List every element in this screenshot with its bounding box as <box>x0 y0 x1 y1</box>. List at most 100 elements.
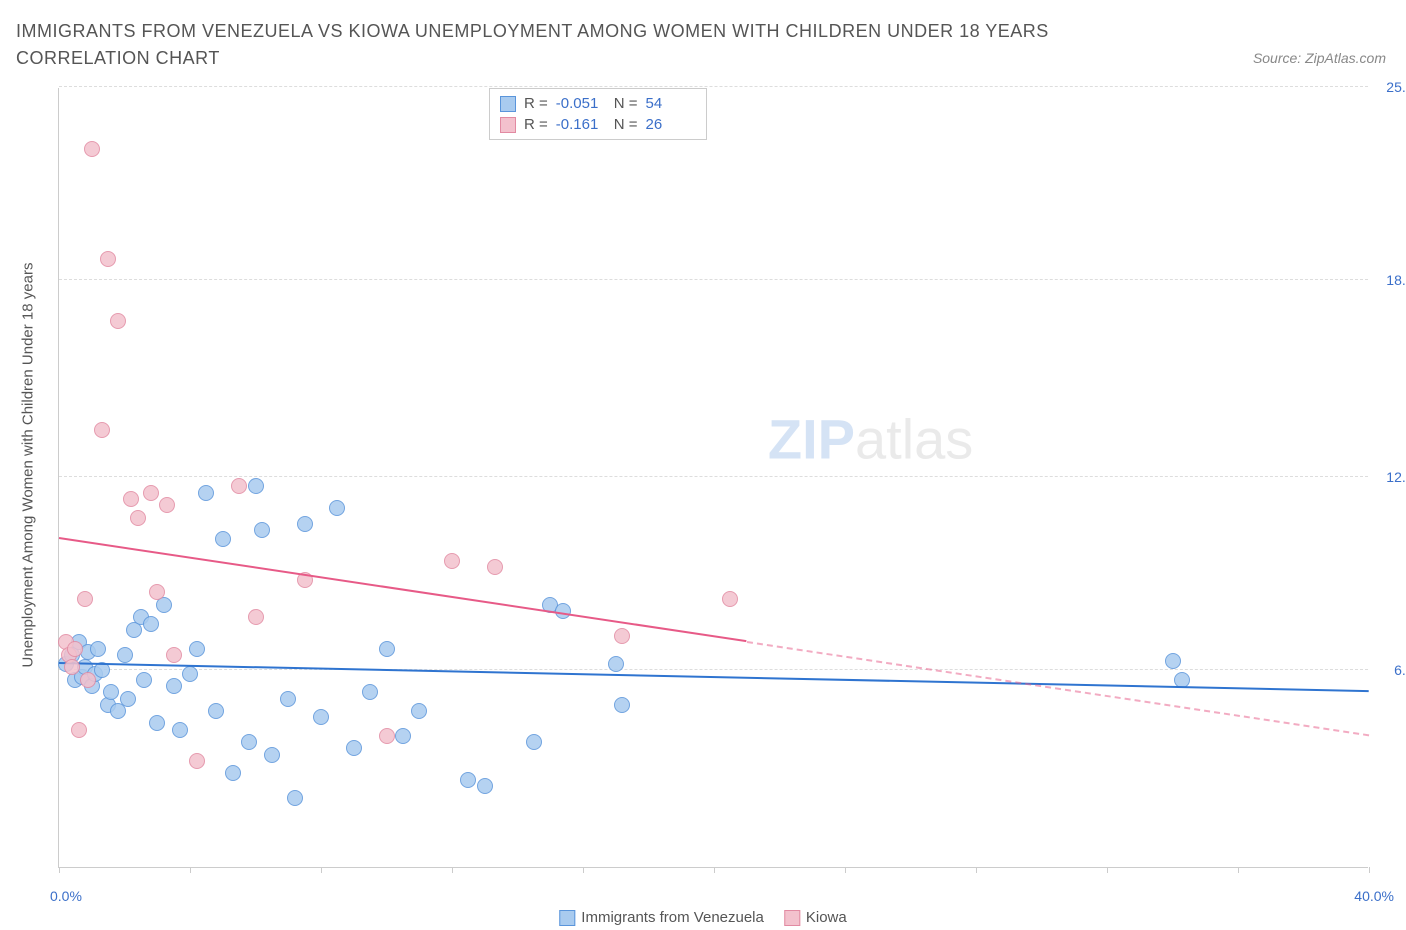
scatter-point <box>248 478 264 494</box>
stats-r-label: R = <box>524 95 548 112</box>
legend-item: Immigrants from Venezuela <box>559 909 764 926</box>
stats-r-label: R = <box>524 116 548 133</box>
scatter-point <box>231 478 247 494</box>
scatter-point <box>117 647 133 663</box>
scatter-point <box>362 684 378 700</box>
x-tick <box>321 867 322 873</box>
scatter-point <box>198 485 214 501</box>
scatter-point <box>143 616 159 632</box>
scatter-point <box>264 747 280 763</box>
scatter-point <box>120 691 136 707</box>
y-tick-label: 6.3% <box>1376 662 1406 678</box>
scatter-point <box>172 722 188 738</box>
scatter-point <box>608 656 624 672</box>
scatter-point <box>166 647 182 663</box>
scatter-point <box>460 772 476 788</box>
y-axis-label: Unemployment Among Women with Children U… <box>20 263 37 668</box>
scatter-point <box>100 251 116 267</box>
x-tick <box>190 867 191 873</box>
scatter-point <box>444 553 460 569</box>
scatter-point <box>80 672 96 688</box>
scatter-point <box>248 609 264 625</box>
scatter-point <box>379 728 395 744</box>
scatter-point <box>280 691 296 707</box>
scatter-point <box>149 715 165 731</box>
scatter-point <box>329 500 345 516</box>
legend-item: Kiowa <box>784 909 847 926</box>
gridline <box>59 279 1368 280</box>
scatter-point <box>136 672 152 688</box>
chart-plot-area: ZIPatlas R = -0.051 N = 54 R = -0.161 N … <box>58 88 1368 868</box>
scatter-point <box>159 497 175 513</box>
stats-n-value-2: 26 <box>646 116 696 133</box>
legend-label-2: Kiowa <box>806 909 847 926</box>
scatter-point <box>90 641 106 657</box>
scatter-point <box>241 734 257 750</box>
scatter-point <box>166 678 182 694</box>
x-tick <box>1107 867 1108 873</box>
scatter-point <box>123 491 139 507</box>
scatter-point <box>411 703 427 719</box>
x-tick <box>59 867 60 873</box>
scatter-point <box>346 740 362 756</box>
x-tick <box>714 867 715 873</box>
swatch-series2-icon <box>784 910 800 926</box>
scatter-point <box>487 559 503 575</box>
legend-label-1: Immigrants from Venezuela <box>581 909 764 926</box>
chart-title: IMMIGRANTS FROM VENEZUELA VS KIOWA UNEMP… <box>16 18 1116 72</box>
scatter-point <box>143 485 159 501</box>
swatch-series1 <box>500 96 516 112</box>
scatter-point <box>103 684 119 700</box>
scatter-point <box>130 510 146 526</box>
scatter-point <box>379 641 395 657</box>
y-tick-label: 18.8% <box>1376 272 1406 288</box>
scatter-point <box>215 531 231 547</box>
scatter-point <box>722 591 738 607</box>
scatter-point <box>84 141 100 157</box>
scatter-point <box>71 722 87 738</box>
scatter-point <box>110 313 126 329</box>
gridline <box>59 669 1368 670</box>
scatter-point <box>189 753 205 769</box>
scatter-point <box>313 709 329 725</box>
stats-n-label: N = <box>614 116 638 133</box>
scatter-point <box>297 516 313 532</box>
x-tick <box>1238 867 1239 873</box>
scatter-point <box>189 641 205 657</box>
stats-r-value-1: -0.051 <box>556 95 606 112</box>
scatter-point <box>614 628 630 644</box>
scatter-point <box>67 641 83 657</box>
scatter-point <box>1165 653 1181 669</box>
x-axis-max-label: 40.0% <box>1354 888 1394 904</box>
stats-n-value-1: 54 <box>646 95 696 112</box>
y-tick-label: 12.5% <box>1376 469 1406 485</box>
watermark: ZIPatlas <box>768 406 973 471</box>
scatter-point <box>287 790 303 806</box>
x-tick <box>976 867 977 873</box>
scatter-point <box>254 522 270 538</box>
swatch-series1-icon <box>559 910 575 926</box>
scatter-point <box>94 422 110 438</box>
stats-n-label: N = <box>614 95 638 112</box>
scatter-point <box>526 734 542 750</box>
x-tick <box>1369 867 1370 873</box>
watermark-atlas: atlas <box>855 407 973 470</box>
x-axis-min-label: 0.0% <box>50 888 82 904</box>
stats-box: R = -0.051 N = 54 R = -0.161 N = 26 <box>489 88 707 140</box>
stats-row: R = -0.161 N = 26 <box>500 114 696 135</box>
x-tick <box>845 867 846 873</box>
scatter-point <box>149 584 165 600</box>
swatch-series2 <box>500 117 516 133</box>
scatter-point <box>614 697 630 713</box>
stats-row: R = -0.051 N = 54 <box>500 93 696 114</box>
legend: Immigrants from Venezuela Kiowa <box>559 909 846 926</box>
x-tick <box>583 867 584 873</box>
scatter-point <box>182 666 198 682</box>
scatter-point <box>208 703 224 719</box>
source-label: Source: ZipAtlas.com <box>1253 50 1386 66</box>
x-tick <box>452 867 453 873</box>
stats-r-value-2: -0.161 <box>556 116 606 133</box>
watermark-zip: ZIP <box>768 407 855 470</box>
scatter-point <box>395 728 411 744</box>
gridline <box>59 86 1368 87</box>
